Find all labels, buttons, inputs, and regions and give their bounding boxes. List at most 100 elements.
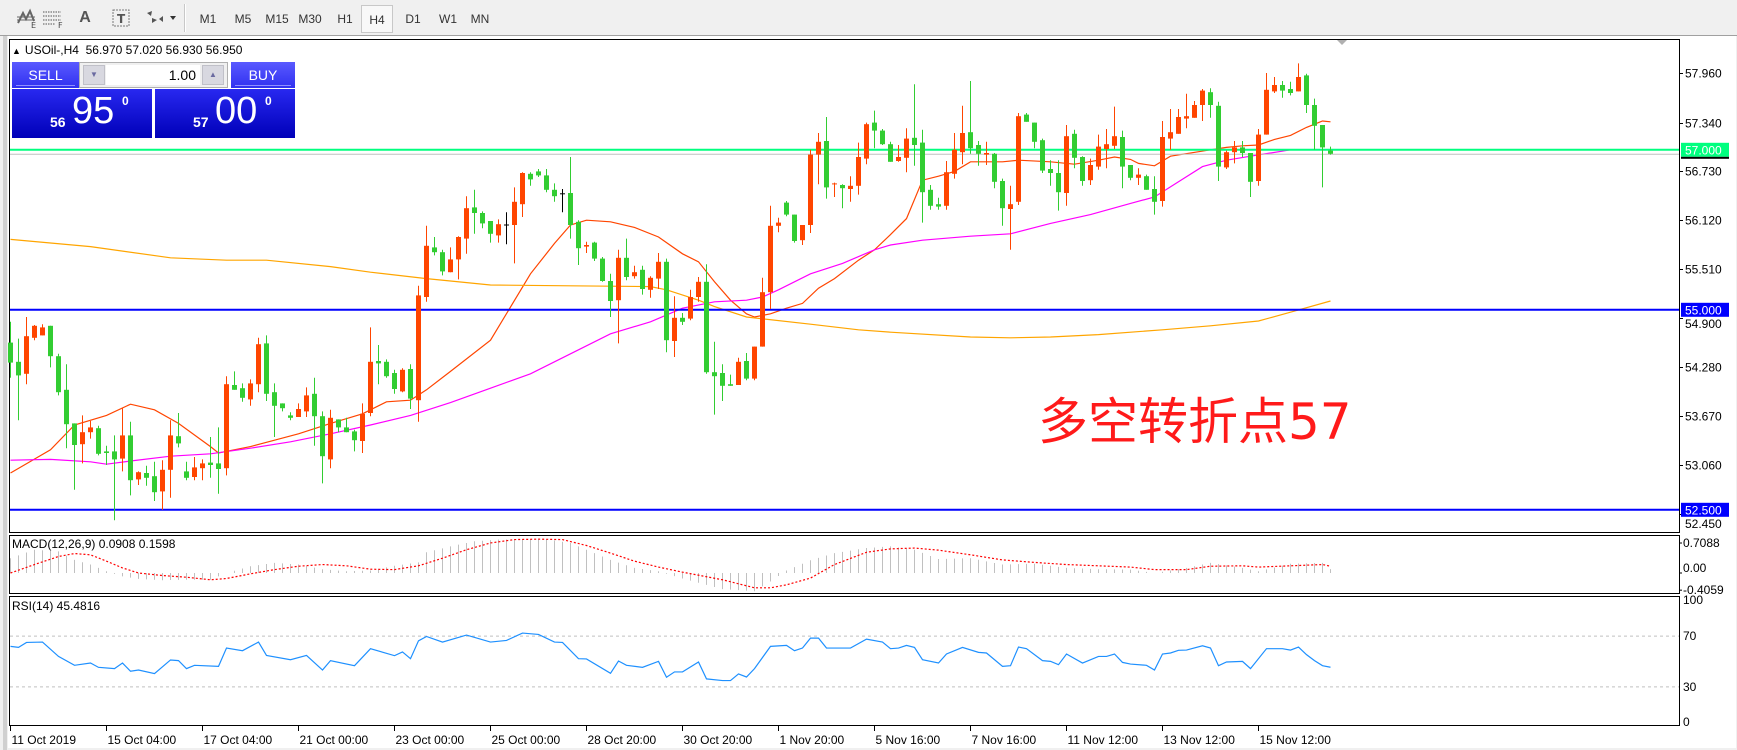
candle <box>424 225 429 302</box>
timeframe-m5[interactable]: M5 <box>234 12 252 26</box>
candle-body <box>896 157 901 161</box>
candle-body <box>328 417 333 460</box>
candle-body <box>216 463 221 469</box>
fibonacci-tool-icon[interactable]: F <box>40 6 66 30</box>
text-label-tool-icon[interactable]: T <box>108 6 134 30</box>
candles <box>8 63 1333 521</box>
rsi-axis-label: 70 <box>1683 629 1697 643</box>
candle <box>1224 150 1229 169</box>
candle-body <box>272 392 277 406</box>
price-tick-label: 53.060 <box>1685 459 1722 473</box>
candle <box>152 461 157 501</box>
candle <box>464 196 469 254</box>
candle-body <box>120 435 125 459</box>
buy-price-pips: 00 <box>215 90 258 132</box>
candle <box>496 219 501 243</box>
candle <box>1248 153 1253 197</box>
candle <box>1280 81 1285 98</box>
candle <box>672 296 677 357</box>
buy-price-prefix: 57 <box>193 114 209 130</box>
candle-body <box>544 175 549 190</box>
candle <box>1136 168 1141 185</box>
candle <box>1008 185 1013 250</box>
candle-body <box>512 201 517 225</box>
timeframe-mn[interactable]: MN <box>470 12 490 26</box>
candle-body <box>256 344 261 385</box>
candle <box>960 105 965 165</box>
candle-body <box>408 369 413 399</box>
rsi-title: RSI(14) 45.4816 <box>12 599 101 613</box>
candle <box>296 403 301 417</box>
candle-body <box>1120 137 1125 167</box>
elliott-wave-tool-icon[interactable]: E <box>14 6 40 30</box>
candle-body <box>792 214 797 241</box>
one-click-trading-panel: SELL ▼ 1.00 ▲ BUY 56 95 0 57 00 0 <box>12 62 295 138</box>
candle-body <box>864 124 869 159</box>
candle <box>120 408 125 472</box>
candle-body <box>992 153 997 182</box>
lot-increase-button[interactable]: ▲ <box>202 65 224 85</box>
candle <box>696 277 701 302</box>
timeframe-m30[interactable]: M30 <box>298 12 322 26</box>
timeframe-w1[interactable]: W1 <box>439 12 457 26</box>
lot-input[interactable]: 1.00 <box>106 65 200 85</box>
candle-body <box>1216 105 1221 167</box>
candle <box>312 377 317 446</box>
candle <box>808 149 813 233</box>
candle-body <box>1000 181 1005 209</box>
sell-button[interactable]: SELL <box>12 62 79 88</box>
triangle-up-icon[interactable]: ▲ <box>12 46 21 56</box>
sell-price-box[interactable]: 56 95 0 <box>12 89 152 138</box>
candle-body <box>1040 140 1045 171</box>
timeframe-h1[interactable]: H1 <box>337 12 353 26</box>
candle <box>800 225 805 245</box>
timeframe-m15[interactable]: M15 <box>265 12 289 26</box>
timeframe-h4[interactable]: H4 <box>361 5 393 33</box>
buy-price-box[interactable]: 57 00 0 <box>155 89 295 138</box>
candle-body <box>728 384 733 386</box>
time-label: 15 Oct 04:00 <box>108 733 177 747</box>
candle <box>528 172 533 186</box>
candle <box>1168 109 1173 150</box>
candle <box>984 141 989 165</box>
candle <box>32 325 37 341</box>
candle <box>752 346 757 381</box>
text-label-glyph: T <box>117 12 126 26</box>
candle <box>16 338 21 421</box>
candle <box>768 205 773 309</box>
candle <box>1088 158 1093 185</box>
candle-body <box>224 384 229 469</box>
arrows-tool-icon[interactable] <box>143 6 179 30</box>
time-label: 30 Oct 20:00 <box>684 733 753 747</box>
candle-body <box>1128 165 1133 178</box>
candle-body <box>344 427 349 433</box>
level-price-label: 52.500 <box>1685 503 1722 517</box>
candle-body <box>1328 150 1333 154</box>
candle-body <box>168 435 173 470</box>
price-tick-label: 53.670 <box>1685 410 1722 424</box>
candle <box>344 417 349 433</box>
candle <box>736 357 741 385</box>
toolbar: E F A T M1 M5 M15 M30 H1 H4 D1 W1 MN <box>0 0 1737 36</box>
lot-decrease-button[interactable]: ▼ <box>83 65 105 85</box>
candle-body <box>1048 169 1053 173</box>
candle-body <box>888 144 893 162</box>
candle-body <box>848 185 853 189</box>
candle <box>624 238 629 281</box>
candle-body <box>648 277 653 290</box>
timeframe-m1[interactable]: M1 <box>199 12 217 26</box>
candle-body <box>1016 116 1021 202</box>
text-tool-icon[interactable]: A <box>79 9 91 26</box>
main-plot-border <box>9 39 1680 533</box>
candle-body <box>448 259 453 273</box>
time-label: 15 Nov 12:00 <box>1260 733 1332 747</box>
timeframe-d1[interactable]: D1 <box>405 12 421 26</box>
candle-body <box>40 327 45 336</box>
candle-body <box>312 393 317 417</box>
candle <box>304 387 309 417</box>
buy-button[interactable]: BUY <box>231 62 295 88</box>
candle <box>560 189 565 213</box>
candle-body <box>1248 153 1253 182</box>
candle <box>368 327 373 417</box>
